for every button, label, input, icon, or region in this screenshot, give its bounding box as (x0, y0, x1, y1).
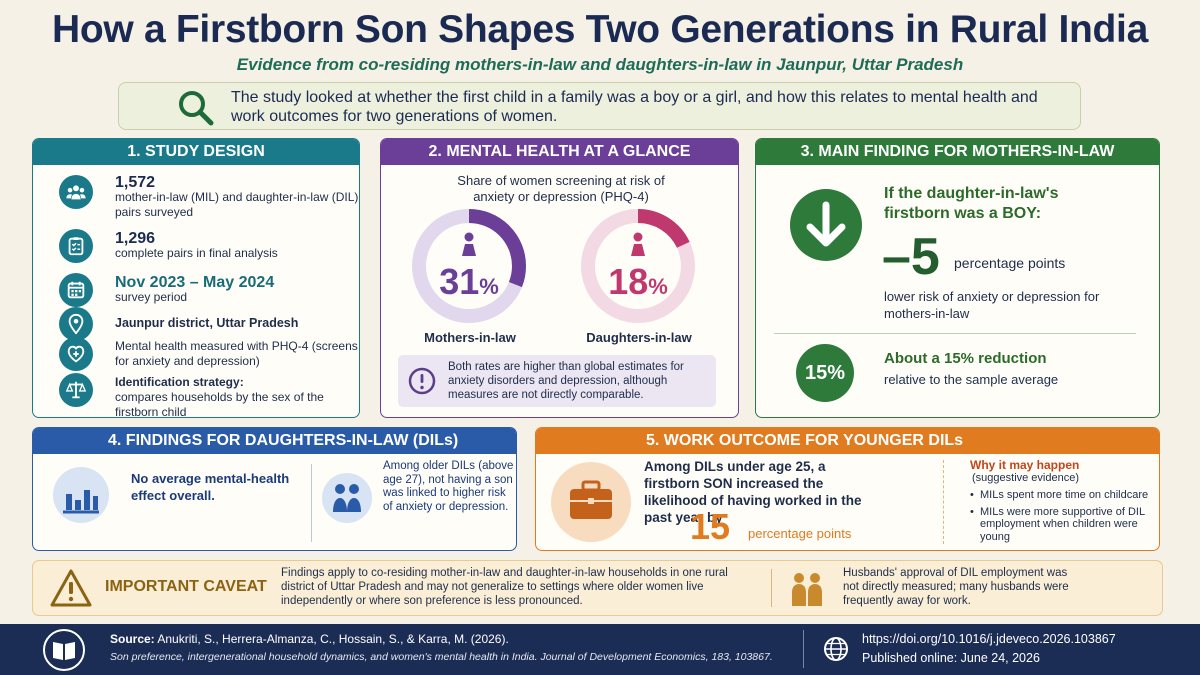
main-finding-lead: If the daughter-in-law's firstborn was a… (884, 185, 1059, 222)
reason-text: MILs spent more time on childcare (980, 489, 1149, 501)
work-outcome-card: 5. WORK OUTCOME FOR YOUNGER DILs Among D… (535, 427, 1160, 551)
caveat-text: Findings apply to co-residing mother-in-… (281, 567, 728, 607)
list-item: • MILs were more supportive of DIL employ… (970, 505, 1145, 543)
design-item-measure: Mental health measured with PHQ-4 (scree… (115, 339, 358, 368)
reduction-title: About a 15% reduction (884, 350, 1047, 367)
reasons-list: • MILs spent more time on childcare • MILs… (970, 489, 1150, 543)
dil-older-text: Among older DILs (above age 27), not hav… (383, 460, 514, 513)
work-outcome-text: Among DILs under age 25, a firstborn SON… (644, 459, 862, 525)
source-label: Source: (110, 632, 155, 646)
why-title: Why it may happen (970, 458, 1080, 472)
reduction-text: relative to the sample average (884, 372, 1059, 387)
calendar-icon (59, 273, 93, 307)
mental-health-note: Both rates are higher than global estima… (398, 355, 716, 407)
source-journal: Son preference, intergenerational househ… (110, 651, 773, 663)
divider (803, 630, 804, 668)
caveat-title: IMPORTANT CAVEAT (105, 578, 267, 595)
woman-icon (633, 232, 643, 242)
strategy-title: Identification strategy: (115, 375, 244, 389)
woman-icon (464, 232, 474, 242)
doi-link[interactable]: https://doi.org/10.1016/j.jdeveco.2026.1… (862, 632, 1116, 646)
mental-health-note-text: Both rates are higher than global estima… (448, 361, 684, 401)
ring-value: 18% (608, 261, 668, 302)
divider (771, 569, 772, 607)
design-item-period: Nov 2023 – May 2024 survey period (115, 275, 365, 305)
pairs-surveyed-value: 1,572 (115, 174, 156, 191)
bar-chart-icon (53, 467, 109, 523)
group-icon (59, 175, 93, 209)
two-women-icon (322, 473, 372, 523)
divider (943, 460, 944, 544)
main-finding-unit: percentage points (954, 255, 1066, 271)
dil-overall-text: No average mental-health effect overall. (131, 471, 290, 503)
ring-arc (412, 209, 526, 323)
main-finding-value: –5 (882, 228, 940, 286)
design-item-location: Jaunpur district, Uttar Pradesh (115, 316, 299, 330)
clipboard-icon (59, 229, 93, 263)
source-authors: Anukriti, S., Herrera-Almanza, C., Hossa… (157, 632, 509, 646)
list-item: • MILs spent more time on childcare (970, 489, 1149, 501)
intro-text: The study looked at whether the first ch… (231, 89, 1038, 125)
caveat-box: IMPORTANT CAVEAT Findings apply to co-re… (32, 560, 1163, 616)
footer: Source: Anukriti, S., Herrera-Almanza, C… (0, 624, 1200, 675)
work-outcome-header: 5. WORK OUTCOME FOR YOUNGER DILs (536, 428, 1159, 454)
health-heart-icon (59, 337, 93, 371)
location-pin-icon (59, 307, 93, 341)
design-item-pairs: 1,572 mother-in-law (MIL) and daughter-i… (115, 175, 365, 220)
divider (774, 333, 1136, 334)
dil-findings-card: 4. FINDINGS FOR DAUGHTERS-IN-LAW (DILs) … (32, 427, 517, 551)
ring-daughters-in-law: 18% (581, 209, 695, 323)
why-subtitle: (suggestive evidence) (972, 472, 1080, 484)
work-outcome-unit: percentage points (748, 526, 852, 541)
page-subtitle: Evidence from co-residing mothers-in-law… (236, 55, 964, 74)
scales-icon (59, 373, 93, 407)
globe-icon (824, 637, 848, 661)
reduction-badge: 15% (796, 344, 854, 402)
warning-icon (50, 569, 92, 607)
design-item-final: 1,296 complete pairs in final analysis (115, 231, 365, 261)
ring-mothers-in-law: 31% (412, 209, 526, 323)
risk-rings-chart: 31% 18% (412, 209, 695, 323)
book-icon (43, 629, 85, 671)
down-arrow-icon (790, 189, 862, 261)
magnifier-icon (179, 91, 214, 126)
survey-period-value: Nov 2023 – May 2024 (115, 274, 275, 291)
published-date: Published online: June 24, 2026 (862, 651, 1040, 665)
main-finding-header: 3. MAIN FINDING FOR MOTHERS-IN-LAW (756, 139, 1159, 165)
strategy-text: compares households by the sex of the fi… (115, 390, 324, 419)
work-outcome-value: 15 (690, 506, 731, 547)
design-item-strategy: Identification strategy: compares househ… (115, 375, 365, 420)
divider (311, 464, 312, 542)
ring-label-mil: Mothers-in-law (424, 330, 516, 345)
survey-period-text: survey period (115, 290, 188, 304)
two-people-icon (792, 573, 822, 606)
briefcase-icon (551, 462, 631, 542)
caveat-side-text: Husbands' approval of DIL employment was… (843, 567, 1069, 607)
woman-icon (631, 244, 645, 256)
intro-box: The study looked at whether the first ch… (118, 82, 1081, 130)
ring-arc (581, 209, 695, 323)
mental-health-caption: Share of women screening at risk of anxi… (457, 173, 665, 204)
page-title: How a Firstborn Son Shapes Two Generatio… (52, 8, 1148, 51)
pairs-surveyed-text: mother-in-law (MIL) and daughter-in-law … (115, 190, 359, 219)
main-finding-card: 3. MAIN FINDING FOR MOTHERS-IN-LAW If th… (755, 138, 1160, 418)
dil-findings-header: 4. FINDINGS FOR DAUGHTERS-IN-LAW (DILs) (33, 428, 516, 454)
source-line: Source: Anukriti, S., Herrera-Almanza, C… (110, 632, 509, 646)
study-design-header: 1. STUDY DESIGN (33, 139, 359, 165)
study-design-card: 1. STUDY DESIGN 1,572 mother-in-law (MIL… (32, 138, 360, 419)
final-pairs-text: complete pairs in final analysis (115, 246, 278, 260)
reason-text: MILs were more supportive of DIL employm… (980, 505, 1145, 543)
main-finding-description: lower risk of anxiety or depression for … (884, 289, 1100, 321)
final-pairs-value: 1,296 (115, 230, 156, 247)
woman-icon (462, 244, 476, 256)
ring-value: 31% (439, 261, 499, 302)
alert-icon (408, 367, 436, 395)
mental-health-header: 2. MENTAL HEALTH AT A GLANCE (381, 139, 738, 165)
ring-label-dil: Daughters-in-law (586, 330, 692, 345)
